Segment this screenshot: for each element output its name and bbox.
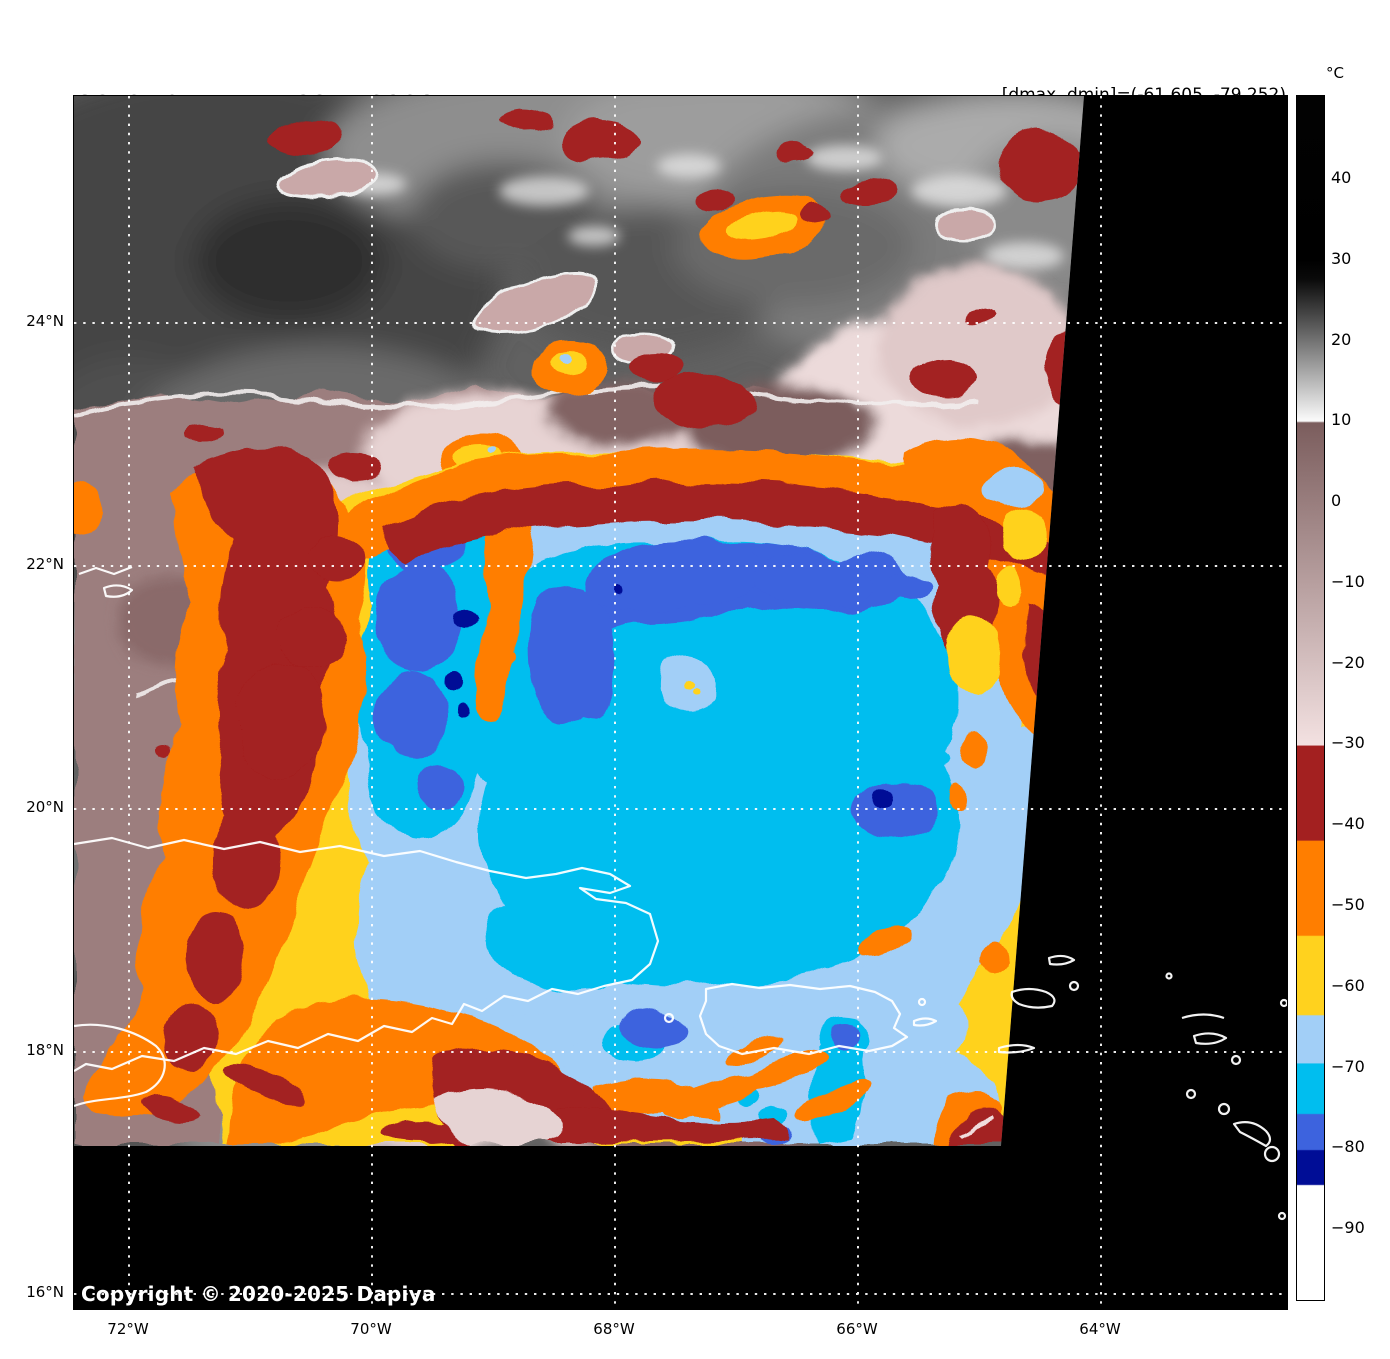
coastline-hispaniola	[74, 836, 660, 1072]
coastline-mona	[663, 1012, 675, 1024]
cbar-tick-30: 30	[1331, 249, 1352, 268]
mesoscale-data-region	[74, 96, 1084, 1146]
lon-label-68w: 68°W	[593, 1320, 635, 1338]
storm-color-layers	[74, 111, 1084, 1146]
temperature-colorbar	[1296, 95, 1325, 1301]
graticule	[74, 96, 1287, 1309]
coastline-vieques	[912, 1017, 938, 1027]
lon-label-72w: 72°W	[107, 1320, 149, 1338]
copyright-text: Copyright © 2020-2025 Dapiya	[81, 1282, 436, 1306]
coastline-st-croix	[997, 1043, 1036, 1054]
hurricane-eye	[659, 653, 716, 710]
lon-label-70w: 70°W	[350, 1320, 392, 1338]
coastline-st-barth	[1230, 1054, 1242, 1066]
cbar-tick-0: 0	[1331, 491, 1342, 510]
lat-label-24n: 24°N	[26, 312, 64, 330]
lon-label-64w: 64°W	[1079, 1320, 1121, 1338]
lat-label-22n: 22°N	[26, 555, 64, 573]
coastline-st-martin	[1192, 1032, 1228, 1045]
cbar-tick-10: 10	[1331, 410, 1352, 429]
coastline-st-kitts	[1232, 1121, 1272, 1148]
coastline-puerto-rico	[698, 982, 909, 1056]
cbar-tick-m60: −60	[1331, 976, 1365, 995]
ne-edge-pockets	[947, 471, 1049, 694]
cbar-tick-m10: −10	[1331, 572, 1365, 591]
satellite-image	[74, 96, 1287, 1309]
coastline-turks-caicos	[78, 565, 134, 598]
lat-label-20n: 20°N	[26, 798, 64, 816]
lon-label-66w: 66°W	[836, 1320, 878, 1338]
cbar-tick-m70: −70	[1331, 1057, 1365, 1076]
pale-wedge-south	[434, 1089, 558, 1144]
lat-label-16n: 16°N	[26, 1283, 64, 1301]
cbar-tick-m20: −20	[1331, 653, 1365, 672]
coastline-nevis	[1263, 1145, 1281, 1163]
navy-coldest-spots	[446, 587, 892, 808]
cbar-tick-m90: −90	[1331, 1218, 1365, 1237]
cbar-tick-m30: −30	[1331, 733, 1365, 752]
coastline-culebra	[917, 997, 927, 1007]
colorbar-unit-label: °C	[1326, 64, 1344, 82]
warm-burst-north	[701, 195, 827, 261]
cbar-tick-20: 20	[1331, 330, 1352, 349]
cbar-tick-m50: −50	[1331, 895, 1365, 914]
coastline-virgin-islands	[1010, 954, 1076, 1009]
map-canvas: Copyright © 2020-2025 Dapiya	[73, 95, 1288, 1310]
coastlines	[74, 565, 1287, 1221]
coastline-haiti-claw	[74, 1023, 166, 1108]
coastline-st-eustatius	[1217, 1102, 1231, 1116]
cbar-tick-40: 40	[1331, 168, 1352, 187]
cbar-tick-m40: −40	[1331, 814, 1365, 833]
coastline-anguilla	[1181, 1013, 1225, 1020]
coastline-saba	[1185, 1088, 1197, 1100]
cbar-tick-m80: −80	[1331, 1137, 1365, 1156]
coastline-sombrero	[1165, 972, 1173, 980]
lat-label-18n: 18°N	[26, 1041, 64, 1059]
